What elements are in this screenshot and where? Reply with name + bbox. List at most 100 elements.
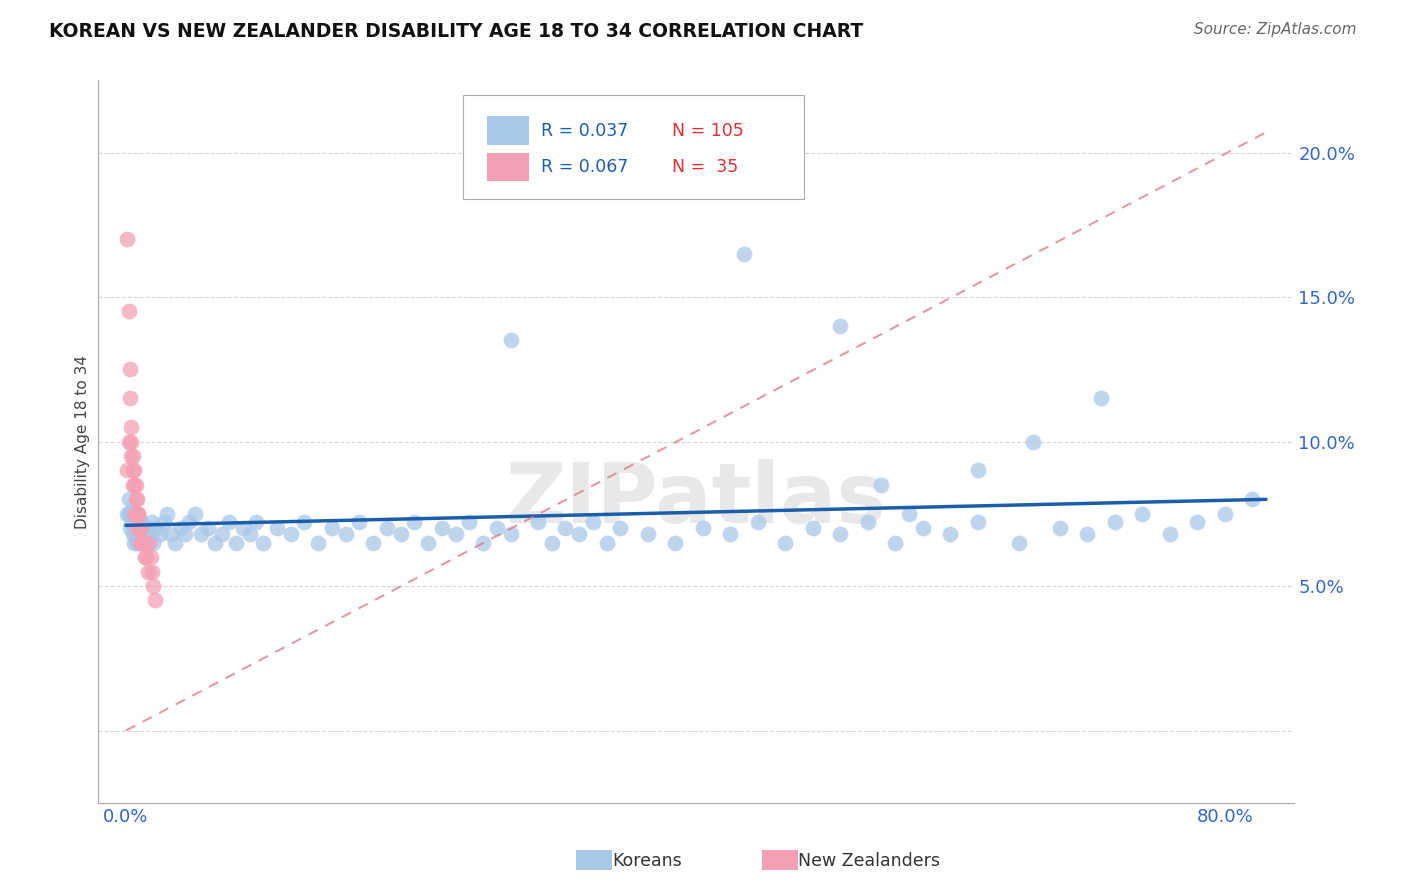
Point	[121, 449, 143, 463]
Point	[120, 516, 142, 530]
FancyBboxPatch shape	[463, 95, 804, 200]
Point	[142, 579, 165, 593]
Point	[252, 535, 274, 549]
Text: Source: ZipAtlas.com: Source: ZipAtlas.com	[1194, 22, 1357, 37]
Point	[124, 492, 146, 507]
Point	[1213, 507, 1236, 521]
Point	[1076, 527, 1098, 541]
Point	[1021, 434, 1043, 449]
Point	[124, 478, 146, 492]
Point	[404, 516, 426, 530]
Point	[238, 527, 260, 541]
Point	[527, 516, 550, 530]
Point	[595, 535, 617, 549]
Point	[122, 507, 145, 521]
Point	[1090, 391, 1112, 405]
Point	[124, 521, 146, 535]
Point	[1008, 535, 1031, 549]
Point	[127, 507, 149, 521]
Text: KOREAN VS NEW ZEALANDER DISABILITY AGE 18 TO 34 CORRELATION CHART: KOREAN VS NEW ZEALANDER DISABILITY AGE 1…	[49, 22, 863, 41]
Point	[637, 527, 659, 541]
Point	[128, 521, 150, 535]
Point	[540, 535, 562, 549]
Text: R = 0.037: R = 0.037	[541, 122, 628, 140]
Point	[830, 318, 852, 333]
Point	[160, 527, 183, 541]
Point	[375, 521, 398, 535]
Point	[190, 527, 212, 541]
Point	[131, 527, 153, 541]
Point	[128, 512, 150, 526]
Point	[142, 535, 165, 549]
Point	[692, 521, 714, 535]
Point	[801, 521, 824, 535]
Point	[125, 521, 148, 535]
Point	[121, 527, 143, 541]
Point	[127, 527, 149, 541]
Point	[499, 334, 522, 348]
Point	[122, 463, 145, 477]
Point	[1132, 507, 1154, 521]
Point	[134, 550, 156, 565]
Point	[1104, 516, 1126, 530]
Point	[139, 550, 162, 565]
Point	[966, 463, 988, 477]
Point	[280, 527, 302, 541]
Point	[138, 521, 160, 535]
Point	[117, 434, 139, 449]
Point	[136, 565, 159, 579]
Point	[884, 535, 907, 549]
Point	[134, 521, 156, 535]
Point	[856, 516, 879, 530]
Point	[472, 535, 495, 549]
Point	[122, 516, 145, 530]
Point	[120, 507, 142, 521]
Point	[609, 521, 631, 535]
Bar	[576, 850, 613, 870]
Point	[118, 391, 141, 405]
Point	[121, 498, 143, 512]
Point	[136, 535, 159, 549]
Point	[554, 521, 576, 535]
Point	[145, 521, 167, 535]
Point	[718, 527, 741, 541]
Point	[183, 507, 205, 521]
Point	[294, 516, 316, 530]
Point	[138, 535, 160, 549]
Point	[129, 516, 152, 530]
Point	[132, 535, 155, 549]
Point	[485, 521, 508, 535]
Point	[245, 516, 267, 530]
Point	[120, 449, 142, 463]
Point	[118, 362, 141, 376]
Point	[131, 535, 153, 549]
Point	[361, 535, 384, 549]
Point	[141, 565, 163, 579]
Point	[733, 246, 755, 260]
Point	[1241, 492, 1264, 507]
Point	[139, 527, 162, 541]
Point	[170, 521, 193, 535]
Point	[128, 535, 150, 549]
Point	[266, 521, 288, 535]
Point	[911, 521, 934, 535]
Point	[664, 535, 686, 549]
Point	[125, 492, 148, 507]
Text: N = 105: N = 105	[672, 122, 744, 140]
Point	[125, 507, 148, 521]
Point	[117, 232, 139, 246]
Text: Koreans: Koreans	[613, 852, 682, 870]
Point	[118, 507, 141, 521]
Point	[120, 420, 142, 434]
Text: N =  35: N = 35	[672, 158, 738, 176]
Point	[1187, 516, 1209, 530]
Point	[177, 516, 200, 530]
Point	[125, 535, 148, 549]
Point	[122, 535, 145, 549]
Point	[499, 527, 522, 541]
Point	[416, 535, 439, 549]
Point	[156, 507, 179, 521]
Point	[232, 521, 254, 535]
Point	[117, 492, 139, 507]
Point	[124, 527, 146, 541]
